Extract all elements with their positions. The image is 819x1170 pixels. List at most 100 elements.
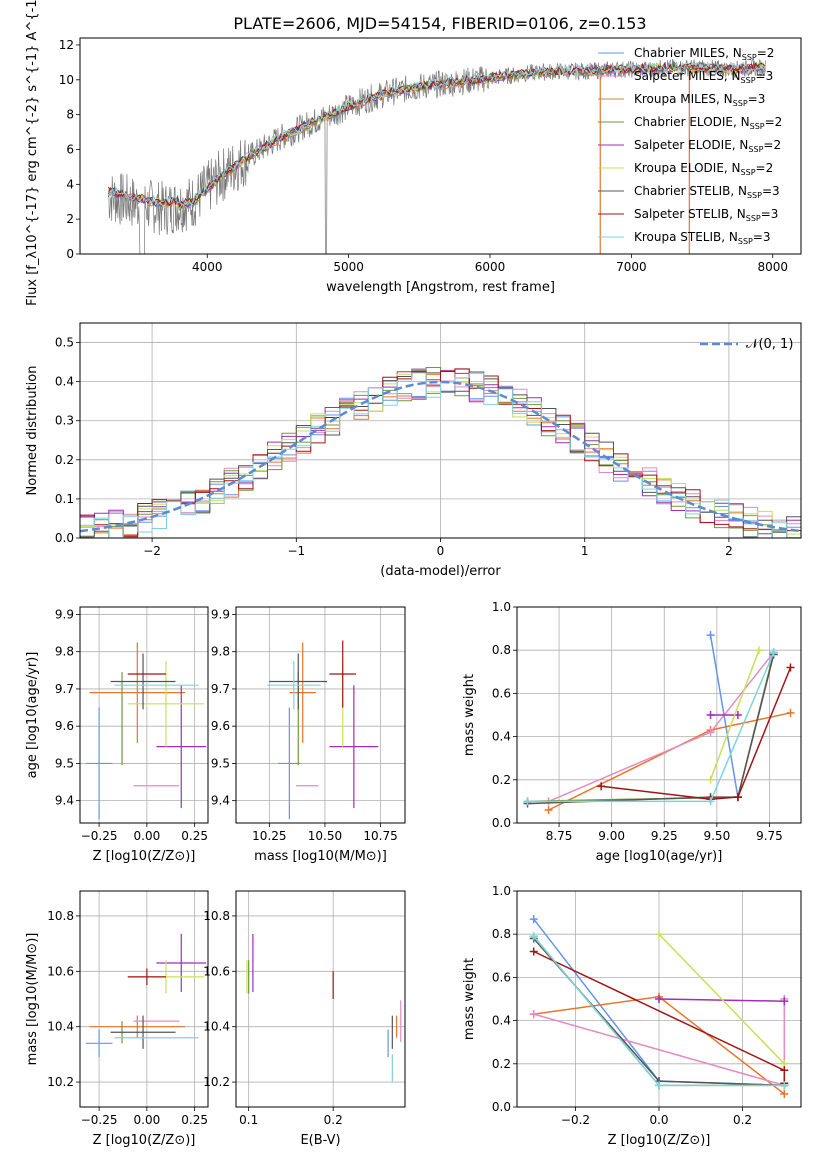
x-tick-label: 0.00 [134,1113,161,1127]
mass_vs_ebv-panel: 0.1 0.2 10.2 10.4 10.6 10.8 E(B-V) [203,890,406,1148]
y-tick-label: 0.1 [55,492,74,506]
y-tick-label: 12 [59,38,74,52]
axes-frame [79,890,209,1108]
weight-point [780,1090,789,1099]
y-tick-label: 1.0 [492,600,511,614]
weight-point [780,1081,789,1090]
x-axis-label: mass [log10(M/M⊙)] [254,849,387,864]
errorbars [267,640,379,820]
age_vs_Z-panel: −0.25 0.00 0.25 9.4 9.5 9.6 9.7 9.8 9.9 Z [log10(… [25,606,209,864]
weight-series-line [601,667,792,800]
y-axis-label: mass weight [462,674,477,756]
y-tick-label: 9.8 [211,645,230,659]
y-tick-label: 0.2 [492,1057,511,1071]
y-tick-label: 9.4 [55,794,74,808]
weight-point [529,947,538,956]
y-tick-label: 0.8 [492,927,511,941]
errorbars [85,642,207,820]
x-axis-label: Z [log10(Z/Z⊙)] [93,1133,196,1148]
x-tick-label: 9.75 [756,829,783,843]
weight-point [780,997,789,1006]
x-tick-label: −1 [287,544,305,558]
weight-point [655,995,663,1003]
panels: 4000 5000 6000 7000 8000024681012wavelength … [25,0,802,1148]
y-tick-label: 6 [66,142,74,156]
weight_vs_age-panel: 8.75 9.00 9.25 9.50 9.75 0.0 0.2 0.4 0.6 0.8 1.0 ag… [462,600,802,864]
legend-label: Kroupa STELIB, NSSP=3 [634,230,771,246]
weight-point [706,728,715,737]
weight-series-line [527,652,775,803]
y-axis-label: Normed distribution [25,366,40,496]
histogram-series [80,369,801,538]
histograms [80,367,801,538]
y-tick-label: 9.5 [211,756,230,770]
weight-point [597,782,606,791]
y-tick-label: 9.7 [55,682,74,696]
legend-label: Chabrier ELODIE, NSSP=2 [634,115,782,131]
x-tick-label: 4000 [192,260,223,274]
weight-point [706,711,715,719]
x-tick-label: 9.25 [651,829,678,843]
axes-frame [79,606,209,824]
y-tick-label: 9.6 [55,719,74,733]
y-tick-label: 0.2 [55,453,74,467]
y-tick-label: 9.7 [211,682,230,696]
y-tick-label: 10.6 [203,964,230,978]
spectrum-panel: 4000 5000 6000 7000 8000 0 2 4 6 8 10 12 wavelength … [25,0,802,306]
x-tick-label: 0 [437,544,445,558]
x-tick-label: 6000 [475,260,506,274]
axes-frame [235,890,406,1108]
weight-series-line [658,998,785,1002]
age_vs_mass-panel: 10.25 10.50 10.75 9.4 9.5 9.6 9.7 9.8 9.9 mass [l… [211,606,406,864]
x-axis-label: (data-model)/error [380,564,501,579]
weight-point [786,663,795,672]
weight-point [706,631,715,640]
y-axis-label: age [log10(age/yr)] [25,652,40,779]
weight-point [706,775,715,784]
x-tick-label: 2 [725,544,733,558]
y-axis-label: mass weight [462,958,477,1040]
y-tick-label: 9.4 [211,794,230,808]
mass_vs_Z-panel: −0.25 0.00 0.25 10.2 10.4 10.6 10.8 Z [log10(Z/… [25,890,209,1148]
y-tick-label: 9.8 [55,645,74,659]
x-tick-label: 0.25 [181,1113,208,1127]
x-tick-label: 10.75 [363,829,397,843]
y-tick-label: 0 [66,247,74,261]
x-tick-label: 0.0 [649,1113,668,1127]
y-tick-label: 0.4 [55,375,74,389]
y-tick-label: 9.6 [211,719,230,733]
histogram-series [80,372,801,538]
x-axis-label: age [log10(age/yr)] [596,849,723,864]
weight-point [655,1081,663,1090]
axes-frame [235,606,406,824]
y-tick-label: 0.6 [492,970,511,984]
y-tick-label: 0.2 [492,773,511,787]
y-tick-label: 2 [66,212,74,226]
y-tick-label: 10.4 [47,1020,74,1034]
legend-label: Chabrier STELIB, NSSP=3 [634,184,780,200]
y-tick-label: 8 [66,108,74,122]
x-tick-label: −0.2 [561,1113,590,1127]
x-tick-label: 1 [581,544,589,558]
errorbars [246,933,402,1083]
x-axis-label: Z [log10(Z/Z⊙)] [93,849,196,864]
x-tick-label: 0.25 [181,829,208,843]
y-tick-label: 0.6 [492,686,511,700]
y-tick-label: 0.0 [492,1100,511,1114]
weight-point [733,793,742,802]
weight-series-line [527,652,775,803]
weight-point [529,1010,538,1019]
x-tick-label: 7000 [616,260,647,274]
y-tick-label: 0.8 [492,643,511,657]
x-tick-label: 0.00 [134,829,161,843]
histogram-series [80,368,801,538]
axes-frame [516,890,802,1108]
weight-point [754,646,763,655]
y-tick-label: 10.6 [47,964,74,978]
y-tick-label: 0.3 [55,414,74,428]
weight-point [706,797,715,806]
weight-point [544,806,553,815]
weight-point [529,915,538,924]
weight-point [529,932,538,941]
weight-series-line [548,651,775,803]
